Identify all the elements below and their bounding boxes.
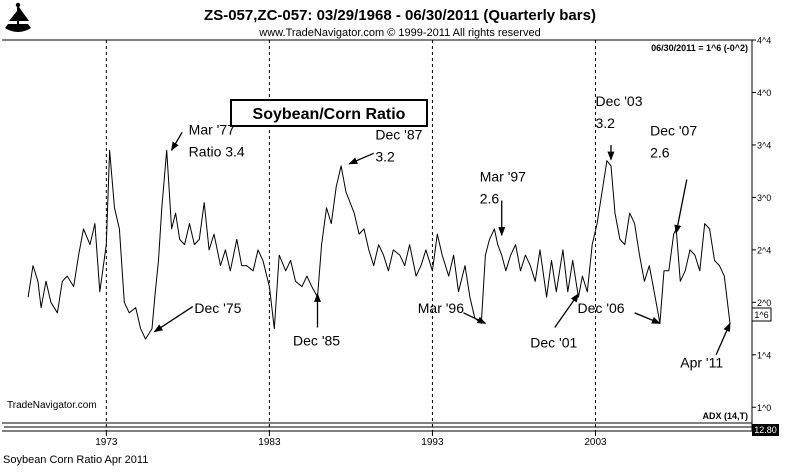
trade-navigator-logo [5, 2, 31, 32]
x-tick-label: 1973 [95, 437, 118, 448]
annotation: Mar '96 [418, 300, 487, 324]
annotation: Dec '85 [293, 292, 340, 348]
year-separators [105, 40, 596, 431]
annotation-arrow [348, 152, 374, 165]
annotation-label: 3.2 [595, 115, 615, 131]
annotation-label: Dec '07 [650, 122, 697, 138]
indicator-value-tag: 12.80 [752, 424, 779, 436]
annotation: Mar '77 Ratio 3.4 [171, 121, 245, 159]
x-tick-label: 2003 [584, 437, 607, 448]
indicator-label: ADX (14,T) [702, 411, 748, 421]
ratio-series [27, 149, 731, 340]
y-tick-label: 1^0 [757, 403, 771, 413]
annotation-label: 3.2 [375, 149, 395, 165]
annotation: Dec '03 3.2 [595, 93, 643, 161]
annotation: Dec '75 [153, 300, 242, 333]
x-tick-label: 1993 [421, 437, 444, 448]
annotation: Dec '06 [578, 300, 661, 324]
annotation-arrow [715, 322, 731, 356]
x-axis: 1973 1983 1993 2003 [95, 431, 607, 448]
svg-text:1^6: 1^6 [754, 310, 768, 320]
annotation: Dec '07 2.6 [650, 122, 697, 235]
annotation-label: Mar '96 [418, 300, 464, 316]
annotation-label: Dec '06 [578, 300, 625, 316]
copyright-text: www.TradeNavigator.com © 1999-2011 All r… [258, 27, 540, 39]
watermark: TradeNavigator.com [7, 400, 97, 411]
annotation-label: Mar '77 [189, 121, 235, 137]
chart-header-title: ZS-057,ZC-057: 03/29/1968 - 06/30/2011 (… [204, 7, 596, 24]
svg-text:12.80: 12.80 [754, 425, 777, 435]
annotation-arrow [153, 305, 194, 333]
annotation: Mar '97 2.6 [480, 169, 526, 237]
annotation-label: Ratio 3.4 [189, 143, 245, 159]
last-value-tag: 1^6 [751, 307, 772, 322]
x-tick-label: 1983 [258, 437, 281, 448]
annotation-label: Dec '85 [293, 332, 340, 348]
annotation-label: Dec '87 [375, 127, 422, 143]
y-tick-label: 1^4 [757, 350, 771, 360]
chart-title-box: Soybean/Corn Ratio [230, 99, 428, 127]
y-tick-label: 2^4 [757, 245, 771, 255]
annotation-arrow [674, 179, 688, 235]
annotation-arrow [634, 312, 661, 324]
price-readout: 06/30/2011 = 1^6 (-0^2) [651, 43, 748, 53]
annotation-arrow [463, 312, 487, 324]
ratio-line [27, 149, 731, 340]
y-tick-label: 4^4 [757, 36, 771, 46]
annotation-label: Dec '03 [595, 93, 642, 109]
footer-caption: Soybean Corn Ratio Apr 2011 [3, 454, 148, 466]
y-tick-label: 2^0 [757, 298, 771, 308]
annotation: Dec '01 [530, 293, 579, 350]
annotation-label: Apr '11 [680, 354, 723, 370]
y-tick-label: 3^0 [757, 193, 771, 203]
annotation-arrow [554, 293, 579, 328]
annotation-label: 2.6 [480, 191, 500, 207]
y-tick-label: 3^4 [757, 140, 771, 150]
annotation-label: Mar '97 [480, 169, 526, 185]
annotation-label: Dec '75 [194, 300, 241, 316]
chart-title: Soybean/Corn Ratio [253, 106, 406, 123]
y-axis: 4^4 4^0 3^4 3^0 2^4 2^0 1^4 1^0 [752, 36, 771, 413]
annotation-label: 2.6 [650, 145, 670, 161]
annotation: Apr '11 [680, 322, 731, 370]
annotation-arrow [171, 132, 183, 152]
annotation: Dec '87 3.2 [348, 127, 423, 165]
y-tick-label: 4^0 [757, 88, 771, 98]
annotations: Mar '77 Ratio 3.4 Dec '75 Dec '85 Dec '87 3.2… [153, 93, 731, 370]
annotation-label: Dec '01 [530, 334, 577, 350]
